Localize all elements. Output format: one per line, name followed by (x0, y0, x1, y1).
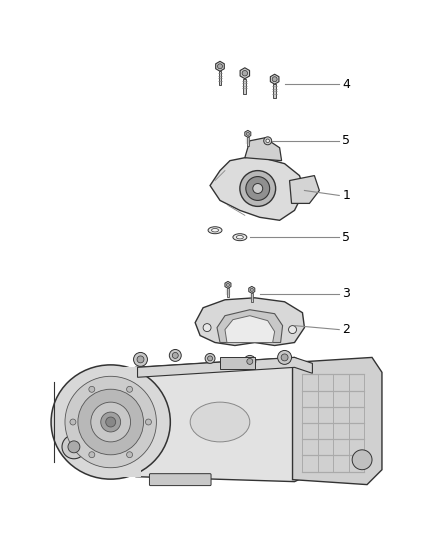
Circle shape (203, 324, 211, 332)
Ellipse shape (212, 229, 219, 232)
Polygon shape (215, 61, 224, 71)
Circle shape (127, 386, 133, 392)
Circle shape (134, 352, 148, 366)
Polygon shape (293, 358, 382, 484)
Polygon shape (290, 175, 319, 204)
Polygon shape (240, 68, 250, 79)
Polygon shape (195, 298, 304, 345)
Circle shape (272, 77, 277, 82)
Bar (227, 288, 229, 297)
Circle shape (127, 452, 133, 458)
FancyBboxPatch shape (149, 474, 211, 486)
Circle shape (289, 326, 297, 334)
Circle shape (253, 183, 263, 193)
Ellipse shape (51, 365, 170, 479)
Ellipse shape (190, 402, 250, 442)
Circle shape (62, 435, 86, 459)
Polygon shape (138, 358, 312, 377)
Ellipse shape (233, 233, 247, 241)
Circle shape (242, 70, 247, 76)
Circle shape (266, 139, 269, 143)
Polygon shape (135, 358, 309, 482)
Circle shape (218, 64, 223, 69)
Circle shape (65, 376, 156, 468)
Ellipse shape (237, 236, 244, 239)
Polygon shape (245, 138, 282, 160)
Circle shape (78, 389, 144, 455)
Circle shape (137, 356, 144, 363)
Text: 3: 3 (342, 287, 350, 300)
Text: 4: 4 (342, 78, 350, 91)
Circle shape (246, 176, 270, 200)
Polygon shape (270, 74, 279, 84)
Circle shape (240, 171, 276, 206)
Circle shape (281, 354, 288, 361)
Polygon shape (217, 310, 283, 343)
Circle shape (106, 417, 116, 427)
Text: 5: 5 (342, 134, 350, 147)
Polygon shape (210, 156, 304, 220)
Circle shape (278, 351, 292, 365)
Polygon shape (225, 316, 275, 343)
Polygon shape (249, 286, 255, 293)
Circle shape (68, 441, 80, 453)
Polygon shape (225, 281, 231, 288)
Ellipse shape (208, 227, 222, 233)
Circle shape (89, 386, 95, 392)
Circle shape (170, 350, 181, 361)
Circle shape (247, 358, 253, 365)
Bar (111, 367, 141, 477)
Circle shape (226, 284, 230, 286)
Bar (247, 138, 249, 146)
Bar (219, 71, 221, 85)
Bar (244, 79, 246, 94)
Circle shape (244, 356, 256, 367)
Circle shape (145, 419, 152, 425)
Circle shape (101, 412, 120, 432)
Bar (220, 358, 255, 369)
Circle shape (70, 419, 76, 425)
Circle shape (352, 450, 372, 470)
Circle shape (246, 132, 249, 135)
Circle shape (172, 352, 178, 358)
Text: 1: 1 (342, 189, 350, 202)
Bar (251, 293, 253, 302)
Circle shape (205, 353, 215, 364)
Text: 5: 5 (342, 231, 350, 244)
Bar (273, 84, 276, 98)
Circle shape (250, 288, 253, 292)
Text: 2: 2 (342, 323, 350, 336)
Circle shape (91, 402, 131, 442)
Polygon shape (245, 131, 251, 138)
Circle shape (264, 137, 272, 145)
Circle shape (208, 356, 212, 361)
Circle shape (89, 452, 95, 458)
